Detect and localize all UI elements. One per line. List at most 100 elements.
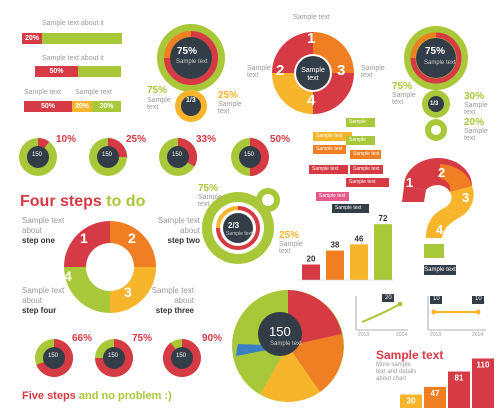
line-a-label: 20 <box>385 295 392 301</box>
stacked-seg-3: 30% <box>92 101 121 112</box>
donut-a-side-a-pct: 75% <box>147 85 168 96</box>
small-donut-6-center: 150 <box>108 353 119 359</box>
small-donut-7-pct: 90% <box>202 333 223 344</box>
cycle-right-label: Sample text <box>361 65 385 79</box>
step-two-name: step two <box>167 236 200 245</box>
bar-2 <box>326 250 344 280</box>
donut-b-side-a-pct: 75% <box>392 81 413 92</box>
donut-a-small: 1/3 <box>186 97 196 104</box>
four-step-1: 1 <box>80 230 88 246</box>
small-donut-5 <box>35 338 74 377</box>
donut-b-side-b-text: Sample text <box>464 102 488 116</box>
big-pie-center: 150 <box>269 324 291 339</box>
progress-fill-1: 20% <box>22 33 42 44</box>
step-three-label: Sample text about step three <box>146 286 194 316</box>
bar-3 <box>448 371 470 408</box>
flow-label-2: Sample text <box>313 132 352 141</box>
fraction-pct-b: 25% <box>279 230 300 241</box>
small-donut-4-pct: 50% <box>270 134 291 145</box>
donut-a-side-a-text: Sample text <box>147 97 171 111</box>
donut-b-sub: Sample text <box>424 60 456 66</box>
cycle-left-label: Sample text <box>247 65 271 79</box>
bar-1-label: 30 <box>407 397 416 406</box>
step-two-label: Sample text about step two <box>152 216 200 246</box>
flow-label-7: Sample text <box>350 165 383 174</box>
small-donut-7-center: 150 <box>176 353 187 359</box>
line-a-x1: 2014 <box>396 332 408 338</box>
flow-label-4: Sample text <box>313 145 346 154</box>
four-step-3: 3 <box>124 284 132 300</box>
step-four-text: Sample text about <box>22 286 65 305</box>
bar-chart-a-bars: 20 38 46 72 <box>302 214 392 280</box>
small-donut-1 <box>19 137 57 176</box>
fraction-text-b: Sample text <box>279 241 303 255</box>
donut-a-side-b-pct: 25% <box>218 90 239 101</box>
donut-a-sub: Sample text <box>176 59 208 65</box>
stacked-seg-2: 20% <box>72 101 92 112</box>
bar-chart-a: 20 38 46 72 <box>298 214 394 281</box>
five-steps-title: Five steps and no problem :) <box>22 390 172 402</box>
line-chart-b-point-a <box>431 309 437 315</box>
small-donut-3 <box>159 137 198 176</box>
stacked-seg-1: 50% <box>24 101 72 112</box>
small-donut-1-center: 150 <box>32 152 43 158</box>
bar-3-label: 81 <box>455 374 464 383</box>
line-chart-b-point-b <box>475 309 481 315</box>
small-donut-2-pct: 25% <box>126 134 147 145</box>
donut-a-side-b-text: Sample text <box>218 101 242 115</box>
four-steps-title: Four steps to do <box>20 193 145 211</box>
fraction-sub: Sample text <box>226 231 253 237</box>
donut-b-side-a-text: Sample text <box>392 92 416 106</box>
cycle-step-1: 1 <box>307 30 316 47</box>
bar-2 <box>424 386 446 408</box>
big-donut-b <box>404 26 468 141</box>
cycle-four <box>272 32 354 114</box>
step-two-text: Sample text about <box>157 216 200 235</box>
step-four-name: step four <box>22 306 57 315</box>
stacked-label-a: Sample text <box>24 89 61 96</box>
five-steps-title-b: and no problem :) <box>78 390 172 402</box>
small-donut-2-center: 150 <box>102 152 113 158</box>
bar-3-label: 46 <box>355 234 364 243</box>
bar-2-label: 38 <box>331 241 340 250</box>
bar-chart-b: 30 47 81 110 <box>400 358 494 408</box>
four-step-4: 4 <box>64 268 72 284</box>
cycle-top-label: Sample text <box>293 14 330 21</box>
big-pie <box>232 290 344 402</box>
cycle-step-3: 4 <box>307 92 316 109</box>
small-donut-2 <box>89 138 127 176</box>
fraction-ring <box>202 188 280 264</box>
step-one-name: step one <box>22 236 55 245</box>
bar-4-label: 110 <box>477 361 490 370</box>
progress-label-2: Sample text about it <box>42 55 104 62</box>
flow-label-8: Sample text <box>346 178 389 187</box>
four-steps-title-a: Four steps <box>20 193 102 210</box>
line-chart-b-tag-b <box>472 296 484 304</box>
step-one-text: Sample text about <box>22 216 65 235</box>
bar-1 <box>400 394 422 408</box>
small-donut-3-center: 150 <box>172 152 183 158</box>
cycle-step-2: 3 <box>337 62 346 79</box>
line-b-label-b: 10 <box>475 296 482 302</box>
flow-label-1: Sample text <box>346 118 375 134</box>
progress-bar-2: 50% <box>35 66 121 77</box>
flow-label-9: Sample text <box>316 192 349 201</box>
donut-b-side-c-text: Sample text <box>464 128 488 142</box>
question-label: Sample text <box>424 265 456 275</box>
bar-4 <box>374 224 392 280</box>
step-one-label: Sample text about step one <box>22 216 70 246</box>
fraction-text-a: Sample text <box>198 194 222 208</box>
cycle-step-4: 2 <box>276 62 285 79</box>
line-chart-b <box>427 296 486 331</box>
flow-label-3: Sample text <box>346 136 375 152</box>
line-b-label-a: 10 <box>433 296 440 302</box>
line-chart-a-line <box>361 303 401 323</box>
question-shape <box>402 158 474 258</box>
line-chart-b-tag-a <box>430 296 442 304</box>
line-a-x0: 2013 <box>358 332 370 338</box>
small-donut-5-center: 150 <box>48 353 59 359</box>
small-donut-6-pct: 75% <box>132 333 153 344</box>
bar-chart-b-title: Sample text <box>376 348 444 362</box>
donut-b-side-b-pct: 30% <box>464 91 485 102</box>
small-donut-7 <box>162 339 201 377</box>
